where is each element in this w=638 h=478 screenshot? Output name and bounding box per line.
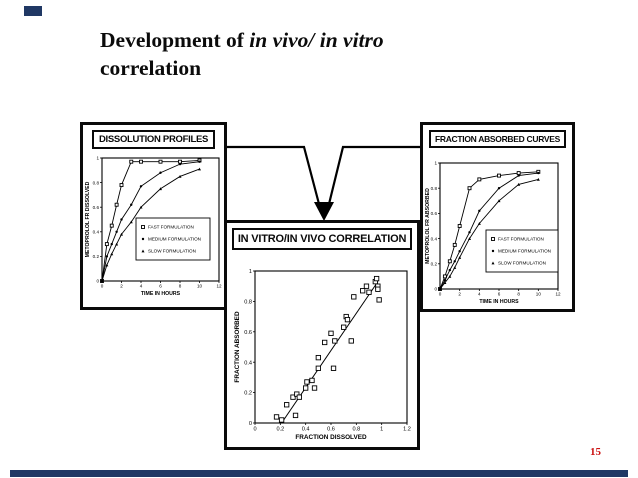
svg-text:FAST FORMULATION: FAST FORMULATION: [148, 225, 194, 230]
dissolution-profiles-header: DISSOLUTION PROFILES: [91, 130, 216, 149]
svg-text:0.8: 0.8: [244, 300, 252, 306]
svg-text:0.8: 0.8: [93, 180, 100, 185]
svg-text:0: 0: [96, 279, 99, 284]
svg-text:2: 2: [120, 284, 123, 289]
svg-text:1: 1: [96, 156, 99, 161]
ivivc-chart: 0 0.2 0.4 0.6 0.8 1 1.2 0 0.2 0.4 0.6 0.8 1 FRACTION …: [234, 269, 411, 441]
fraction-absorbed-chart: 0 2 4 6 8 10 12 0 0.2 0.4 0.6 0.8 1 TIME IN HOURS METO…: [425, 161, 561, 305]
dissolution-profiles-panel: DISSOLUTION PROFILES 0 2 4 6 8 10 12 0 0.2 0.4 0.6…: [80, 122, 227, 310]
svg-text:6: 6: [159, 284, 162, 289]
svg-text:SLOW FORMULATION: SLOW FORMULATION: [498, 261, 546, 266]
svg-text:METOPROLOL FR DISSOLVED: METOPROLOL FR DISSOLVED: [85, 181, 91, 257]
page-number: 15: [590, 446, 601, 458]
svg-text:TIME IN HOURS: TIME IN HOURS: [479, 299, 519, 305]
svg-text:0.2: 0.2: [93, 254, 100, 259]
template-accent-bottom-bar: [10, 470, 628, 477]
svg-text:MEDIUM FORMULATION: MEDIUM FORMULATION: [498, 249, 551, 254]
svg-text:SLOW FORMULATION: SLOW FORMULATION: [148, 249, 196, 254]
svg-text:0: 0: [249, 421, 252, 427]
svg-text:8: 8: [179, 284, 182, 289]
slide-title-italic: in vivo/ in vitro: [249, 28, 384, 52]
svg-text:0.4: 0.4: [244, 360, 252, 366]
connector-right-line: [327, 145, 420, 205]
svg-text:TIME IN HOURS: TIME IN HOURS: [141, 291, 181, 297]
svg-text:12: 12: [555, 292, 561, 297]
svg-text:1: 1: [380, 427, 383, 433]
ivivc-header: IN VITRO/IN VIVO CORRELATION: [231, 228, 413, 250]
svg-text:0.6: 0.6: [244, 330, 252, 336]
svg-text:0.2: 0.2: [276, 427, 284, 433]
svg-text:6: 6: [498, 292, 501, 297]
svg-text:0.2: 0.2: [244, 391, 252, 397]
fraction-absorbed-panel: FRACTION ABSORBED CURVES 0 2 4 6 8 10 12 0 0.2 0.…: [420, 122, 575, 312]
svg-text:10: 10: [197, 284, 203, 289]
svg-text:0.8: 0.8: [431, 186, 438, 191]
slide-title-prefix: Development of: [100, 28, 250, 52]
svg-text:METOPROLOL FR ABSORBED: METOPROLOL FR ABSORBED: [425, 188, 431, 264]
svg-text:0.6: 0.6: [327, 427, 335, 433]
svg-text:2: 2: [458, 292, 461, 297]
slide-title-line1: Development of in vivo/ in vitro: [100, 28, 384, 52]
connector-left-line: [227, 145, 321, 205]
svg-text:0.6: 0.6: [93, 205, 100, 210]
svg-text:MEDIUM FORMULATION: MEDIUM FORMULATION: [148, 237, 201, 242]
svg-text:8: 8: [517, 292, 520, 297]
svg-text:0.8: 0.8: [352, 427, 360, 433]
svg-text:1: 1: [434, 161, 437, 166]
svg-text:0.4: 0.4: [302, 427, 310, 433]
slide-title-line2: correlation: [100, 56, 202, 80]
slide-title: Development of in vivo/ in vitro correla…: [100, 26, 460, 82]
svg-text:FRACTION ABSORBED: FRACTION ABSORBED: [234, 311, 241, 383]
svg-text:1.2: 1.2: [403, 427, 411, 433]
svg-text:10: 10: [536, 292, 542, 297]
svg-text:1: 1: [249, 269, 252, 275]
dissolution-profiles-chart: 0 2 4 6 8 10 12 0 0.2 0.4 0.6 0.8 1 TIME IN HOURS METO…: [85, 156, 222, 297]
svg-text:12: 12: [216, 284, 222, 289]
svg-text:0: 0: [101, 284, 104, 289]
svg-text:FRACTION DISSOLVED: FRACTION DISSOLVED: [295, 434, 367, 441]
svg-text:0.4: 0.4: [93, 230, 100, 235]
svg-text:0.6: 0.6: [431, 211, 438, 216]
svg-text:0.2: 0.2: [431, 262, 438, 267]
svg-text:0.4: 0.4: [431, 236, 438, 241]
svg-text:0: 0: [253, 427, 256, 433]
svg-text:0: 0: [434, 287, 437, 292]
svg-text:4: 4: [478, 292, 481, 297]
svg-text:0: 0: [439, 292, 442, 297]
fraction-absorbed-header: FRACTION ABSORBED CURVES: [428, 130, 567, 148]
ivivc-panel: IN VITRO/IN VIVO CORRELATION 0 0.2 0.4 0.6 0…: [224, 220, 420, 450]
svg-text:FAST FORMULATION: FAST FORMULATION: [498, 237, 544, 242]
svg-text:4: 4: [140, 284, 143, 289]
arrow-down-icon: [314, 202, 334, 221]
template-accent-top-left: [24, 6, 42, 16]
